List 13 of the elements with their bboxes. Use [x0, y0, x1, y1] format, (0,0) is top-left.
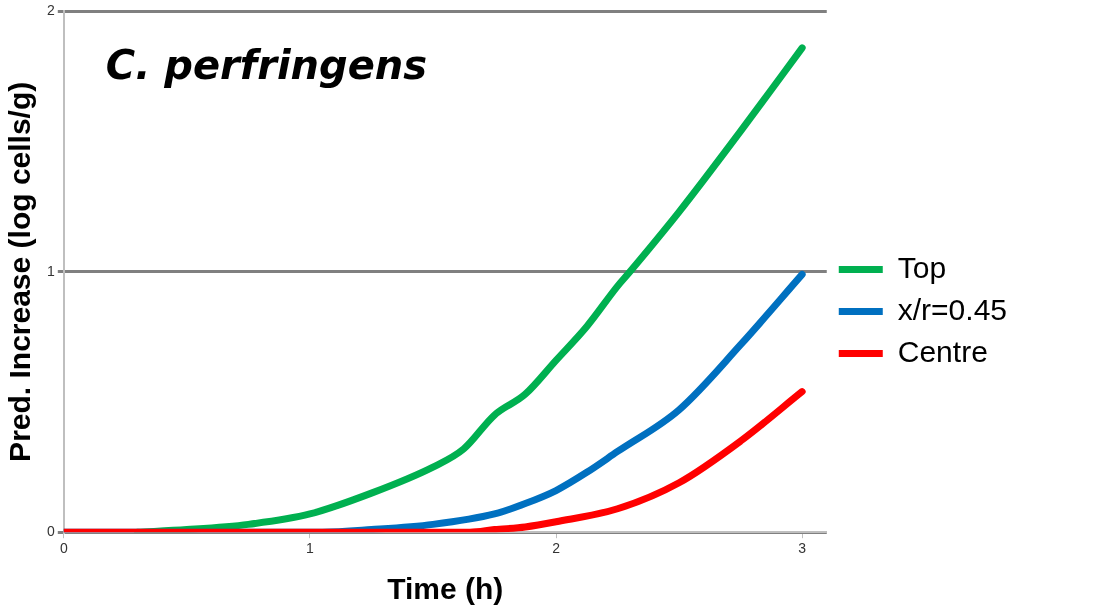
legend-label: Centre: [897, 334, 988, 368]
x-tick-label: 2: [552, 540, 561, 557]
x-tick-label: 1: [306, 540, 315, 557]
y-axis-title: Pred. Increase (log cells/g): [3, 81, 37, 462]
y-tick-label: 2: [46, 2, 55, 19]
text: C. perfringens: [105, 41, 428, 88]
x-axis-title: Time (h): [387, 572, 504, 606]
legend-label: Top: [897, 250, 947, 284]
y-tick-label: 0: [46, 523, 55, 540]
x-tick-label: 3: [798, 540, 807, 557]
legend-label: x/r=0.45: [897, 292, 1007, 326]
y-tick-label: 1: [46, 262, 55, 279]
x-tick-label: 0: [59, 540, 68, 557]
